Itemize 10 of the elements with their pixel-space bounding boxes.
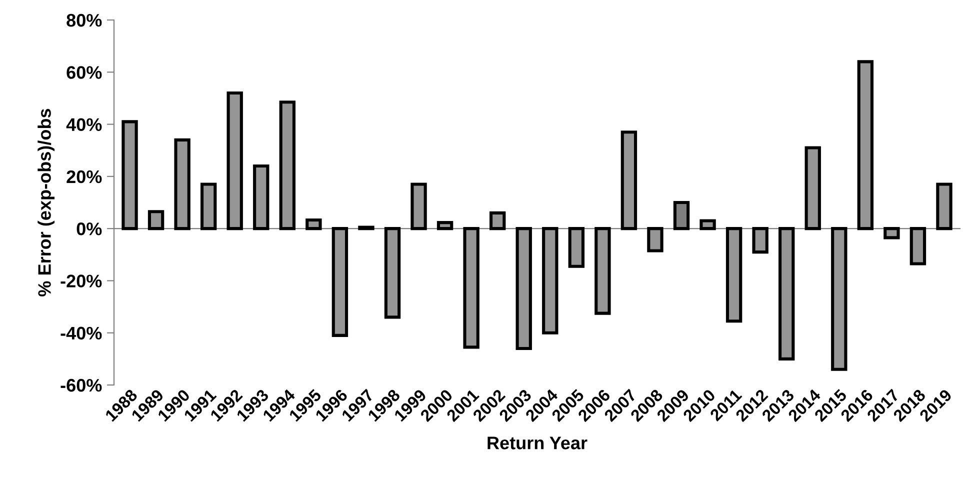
y-tick-label: -60% (60, 378, 102, 392)
x-axis-title: Return Year (488, 436, 588, 450)
y-tick-label: 60% (66, 66, 102, 79)
y-tick-label: -20% (60, 274, 102, 288)
y-tick-label: 0% (76, 222, 102, 236)
y-axis-title: % Error (exp-obs)/obs (38, 108, 54, 296)
y-tick-label: 20% (66, 170, 102, 184)
y-tick-label: -40% (60, 326, 102, 340)
y-tick-label: 40% (66, 118, 102, 132)
y-tick-label: 80% (66, 14, 102, 27)
